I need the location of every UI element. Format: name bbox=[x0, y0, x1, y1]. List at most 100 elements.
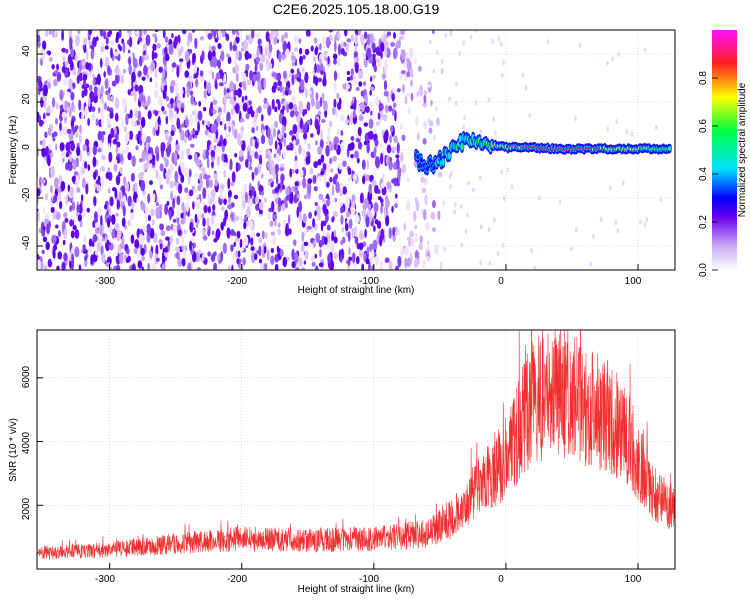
signal-core bbox=[432, 165, 436, 171]
noise-blob bbox=[143, 96, 146, 103]
noise-blob bbox=[270, 231, 275, 236]
noise-blob bbox=[198, 100, 202, 107]
noise-blob bbox=[207, 251, 211, 257]
noise-blob bbox=[291, 61, 295, 67]
noise-blob bbox=[85, 183, 89, 195]
noise-blob bbox=[497, 36, 501, 42]
noise-blob bbox=[281, 54, 287, 59]
noise-blob bbox=[80, 194, 84, 202]
noise-blob bbox=[460, 242, 463, 248]
noise-blob bbox=[268, 178, 274, 183]
noise-blob bbox=[300, 79, 305, 91]
noise-blob bbox=[352, 173, 357, 181]
noise-blob bbox=[184, 70, 190, 78]
noise-blob bbox=[78, 72, 84, 82]
noise-blob bbox=[317, 110, 321, 116]
noise-blob bbox=[293, 252, 299, 264]
noise-blob bbox=[398, 38, 401, 49]
top-x-tick-label: 0 bbox=[498, 276, 504, 287]
noise-blob bbox=[500, 72, 504, 78]
noise-blob bbox=[288, 102, 294, 110]
noise-blob bbox=[453, 209, 457, 215]
noise-blob bbox=[643, 47, 647, 53]
noise-blob bbox=[404, 95, 408, 105]
noise-blob bbox=[43, 225, 46, 231]
noise-blob bbox=[82, 44, 86, 51]
noise-blob bbox=[380, 143, 384, 149]
noise-blob bbox=[82, 244, 86, 252]
noise-blob bbox=[67, 163, 73, 172]
noise-blob bbox=[263, 197, 267, 204]
noise-blob bbox=[42, 138, 46, 149]
noise-blob bbox=[164, 79, 167, 86]
noise-blob bbox=[51, 257, 55, 263]
noise-blob bbox=[210, 189, 216, 198]
noise-blob bbox=[219, 188, 224, 200]
noise-blob bbox=[202, 106, 207, 112]
noise-blob bbox=[373, 64, 378, 73]
noise-blob bbox=[45, 111, 51, 117]
noise-blob bbox=[115, 251, 118, 257]
noise-blob bbox=[37, 259, 42, 270]
noise-blob bbox=[78, 264, 82, 270]
noise-blob bbox=[41, 249, 45, 254]
noise-blob bbox=[401, 134, 406, 141]
noise-blob bbox=[352, 252, 356, 264]
noise-blob bbox=[57, 186, 62, 193]
noise-blob bbox=[212, 99, 218, 105]
noise-blob bbox=[326, 133, 330, 145]
noise-blob bbox=[277, 100, 281, 111]
noise-blob bbox=[257, 105, 262, 114]
noise-blob bbox=[119, 167, 123, 174]
noise-blob bbox=[65, 194, 69, 206]
noise-blob bbox=[180, 149, 185, 161]
noise-blob bbox=[404, 246, 409, 256]
noise-blob bbox=[164, 158, 169, 168]
noise-blob bbox=[358, 242, 364, 251]
noise-blob bbox=[249, 220, 254, 232]
noise-blob bbox=[357, 30, 361, 36]
noise-blob bbox=[257, 80, 262, 92]
noise-blob bbox=[397, 171, 401, 184]
noise-blob bbox=[217, 42, 222, 50]
noise-blob bbox=[399, 151, 404, 163]
noise-blob bbox=[70, 91, 75, 101]
noise-blob bbox=[155, 201, 159, 207]
noise-blob bbox=[170, 190, 173, 201]
noise-blob bbox=[267, 104, 272, 116]
noise-blob bbox=[416, 90, 419, 98]
noise-blob bbox=[81, 177, 86, 189]
noise-blob bbox=[162, 30, 166, 39]
noise-blob bbox=[95, 36, 99, 42]
noise-blob bbox=[188, 113, 194, 125]
noise-blob bbox=[112, 138, 118, 145]
noise-blob bbox=[272, 213, 278, 220]
noise-blob bbox=[616, 228, 620, 234]
noise-blob bbox=[272, 127, 277, 138]
noise-blob bbox=[381, 72, 387, 80]
noise-blob bbox=[213, 172, 218, 180]
noise-blob bbox=[380, 228, 385, 241]
noise-blob bbox=[367, 203, 372, 210]
noise-blob bbox=[277, 86, 280, 92]
noise-blob bbox=[193, 74, 196, 79]
noise-blob bbox=[250, 246, 255, 252]
noise-blob bbox=[301, 267, 306, 270]
noise-blob bbox=[134, 84, 139, 92]
top-x-axis-label: Height of straight line (km) bbox=[298, 285, 415, 296]
noise-blob bbox=[203, 235, 208, 241]
noise-blob bbox=[258, 258, 262, 264]
noise-blob bbox=[371, 74, 376, 80]
noise-blob bbox=[149, 180, 153, 185]
noise-blob bbox=[599, 216, 603, 222]
noise-blob bbox=[304, 249, 309, 261]
noise-blob bbox=[130, 91, 135, 96]
noise-blob bbox=[103, 30, 107, 40]
noise-blob bbox=[54, 69, 59, 75]
noise-blob bbox=[150, 61, 156, 72]
signal-core bbox=[460, 144, 464, 150]
noise-blob bbox=[164, 246, 168, 254]
noise-blob bbox=[233, 194, 239, 200]
noise-blob bbox=[332, 211, 338, 218]
noise-blob bbox=[388, 260, 393, 270]
